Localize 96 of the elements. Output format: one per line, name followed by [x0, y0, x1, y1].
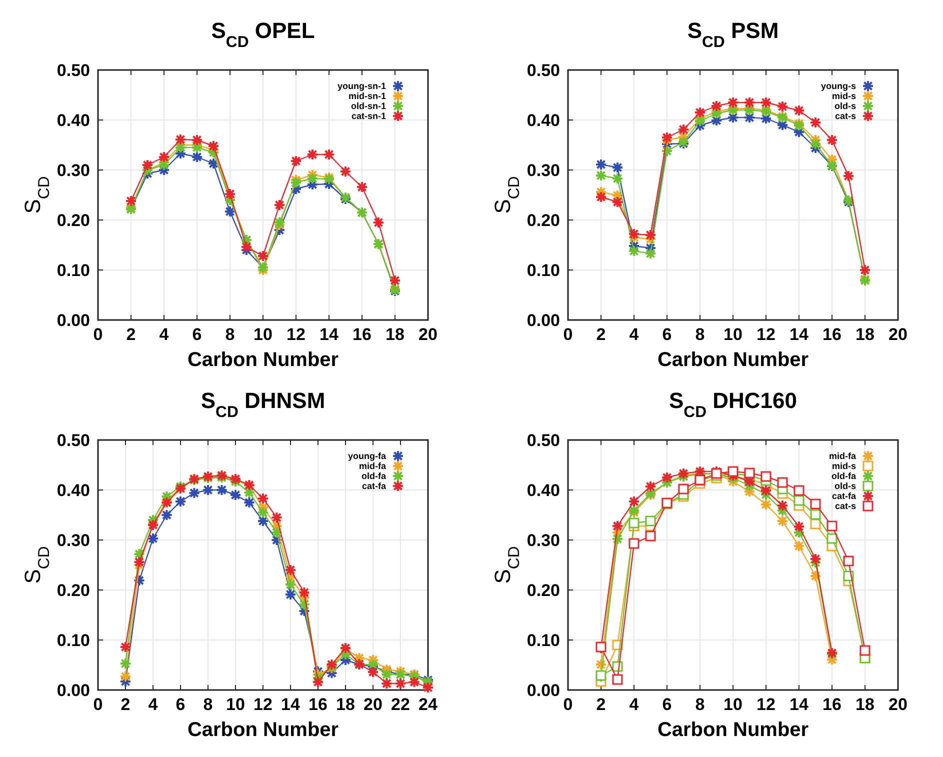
y-tick-label: 0.20 — [526, 580, 560, 600]
y-tick-label: 0.00 — [56, 680, 90, 700]
x-tick-label: 16 — [822, 325, 842, 344]
x-tick-label: 2 — [120, 695, 130, 714]
x-tick-label: 6 — [176, 695, 186, 714]
x-tick-label: 12 — [254, 695, 272, 714]
y-tick-label: 0.20 — [526, 210, 560, 230]
legend-label: cat-sn-1 — [351, 111, 386, 122]
x-tick-label: 4 — [629, 325, 640, 344]
legend-label: mid-fa — [829, 451, 857, 462]
y-tick-label: 0.10 — [526, 630, 560, 650]
x-axis-title: Carbon Number — [657, 719, 809, 741]
x-tick-label: 4 — [159, 325, 170, 344]
legend-label: old-s — [834, 101, 856, 112]
x-tick-label: 20 — [888, 695, 908, 714]
legend-label: old-fa — [362, 471, 387, 482]
y-tick-label: 0.40 — [56, 480, 90, 500]
x-tick-label: 14 — [281, 695, 300, 714]
x-tick-label: 10 — [724, 325, 742, 344]
x-tick-label: 8 — [695, 325, 705, 344]
chart-title: S$_{CD}$ DHC160 — [668, 388, 798, 420]
x-tick-label: 0 — [93, 695, 103, 714]
x-tick-label: 10 — [226, 695, 245, 714]
legend-label: old-sn-1 — [351, 101, 386, 112]
x-tick-label: 20 — [888, 325, 908, 344]
legend-label: cat-s — [834, 111, 856, 122]
x-tick-label: 18 — [336, 695, 355, 714]
x-tick-label: 12 — [756, 325, 776, 344]
y-tick-label: 0.10 — [56, 260, 90, 280]
x-tick-label: 16 — [308, 695, 328, 714]
legend-label: cat-fa — [362, 481, 387, 492]
x-tick-label: 10 — [724, 695, 742, 714]
x-tick-label: 8 — [203, 695, 213, 714]
chart-title: S$_{CD}$ DHNSM — [200, 388, 326, 420]
x-tick-label: 18 — [856, 695, 874, 714]
x-tick-label: 24 — [418, 695, 438, 714]
x-tick-label: 12 — [286, 325, 306, 344]
x-tick-label: 4 — [148, 695, 158, 714]
chart-title: S$_{CD}$ OPEL — [211, 18, 315, 50]
x-tick-label: 18 — [386, 325, 404, 344]
x-tick-label: 8 — [225, 325, 235, 344]
y-tick-label: 0.50 — [526, 430, 560, 450]
y-tick-label: 0.30 — [56, 160, 90, 180]
legend-label: old-fa — [832, 471, 857, 482]
legend-label: mid-s — [832, 91, 856, 102]
y-tick-label: 0.00 — [526, 310, 560, 330]
y-tick-label: 0.40 — [526, 110, 560, 130]
y-tick-label: 0.40 — [56, 110, 90, 130]
y-tick-label: 0.10 — [526, 260, 560, 280]
y-tick-label: 0.30 — [56, 530, 90, 550]
y-tick-label: 0.30 — [526, 160, 560, 180]
legend-label: young-s — [821, 81, 856, 92]
legend-label: mid-fa — [359, 461, 387, 472]
legend-label: mid-s — [832, 461, 856, 472]
y-tick-label: 0.50 — [56, 60, 90, 80]
x-tick-label: 16 — [822, 695, 842, 714]
x-tick-label: 10 — [254, 325, 272, 344]
y-tick-label: 0.00 — [526, 680, 560, 700]
x-axis-title: Carbon Number — [187, 349, 339, 371]
x-tick-label: 18 — [856, 325, 874, 344]
legend-label: old-s — [834, 481, 856, 492]
x-tick-label: 14 — [790, 695, 809, 714]
y-tick-label: 0.50 — [526, 60, 560, 80]
y-tick-label: 0.20 — [56, 580, 90, 600]
x-tick-label: 2 — [126, 325, 136, 344]
x-tick-label: 0 — [93, 325, 103, 344]
x-tick-label: 12 — [756, 695, 776, 714]
legend-label: young-sn-1 — [338, 81, 386, 92]
x-tick-label: 20 — [364, 695, 382, 714]
y-tick-label: 0.00 — [56, 310, 90, 330]
y-tick-label: 0.50 — [56, 430, 90, 450]
x-tick-label: 14 — [320, 325, 339, 344]
x-tick-label: 16 — [352, 325, 372, 344]
chart-title: S$_{CD}$ PSM — [687, 18, 779, 50]
y-tick-label: 0.30 — [526, 530, 560, 550]
x-tick-label: 2 — [596, 325, 606, 344]
legend-label: cat-fa — [832, 491, 857, 502]
x-tick-label: 20 — [418, 325, 438, 344]
y-tick-label: 0.10 — [56, 630, 90, 650]
legend-label: cat-s — [834, 501, 856, 512]
y-tick-label: 0.20 — [56, 210, 90, 230]
legend-label: young-fa — [348, 451, 387, 462]
x-tick-label: 6 — [662, 325, 672, 344]
x-tick-label: 2 — [596, 695, 606, 714]
x-tick-label: 8 — [695, 695, 705, 714]
x-tick-label: 6 — [662, 695, 672, 714]
x-tick-label: 0 — [563, 325, 573, 344]
x-tick-label: 4 — [629, 695, 640, 714]
x-tick-label: 14 — [790, 325, 809, 344]
y-tick-label: 0.40 — [526, 480, 560, 500]
x-tick-label: 22 — [391, 695, 410, 714]
x-axis-title: Carbon Number — [657, 349, 809, 371]
x-axis-title: Carbon Number — [187, 719, 339, 741]
legend-label: mid-sn-1 — [348, 91, 386, 102]
x-tick-label: 0 — [563, 695, 573, 714]
x-tick-label: 6 — [192, 325, 202, 344]
